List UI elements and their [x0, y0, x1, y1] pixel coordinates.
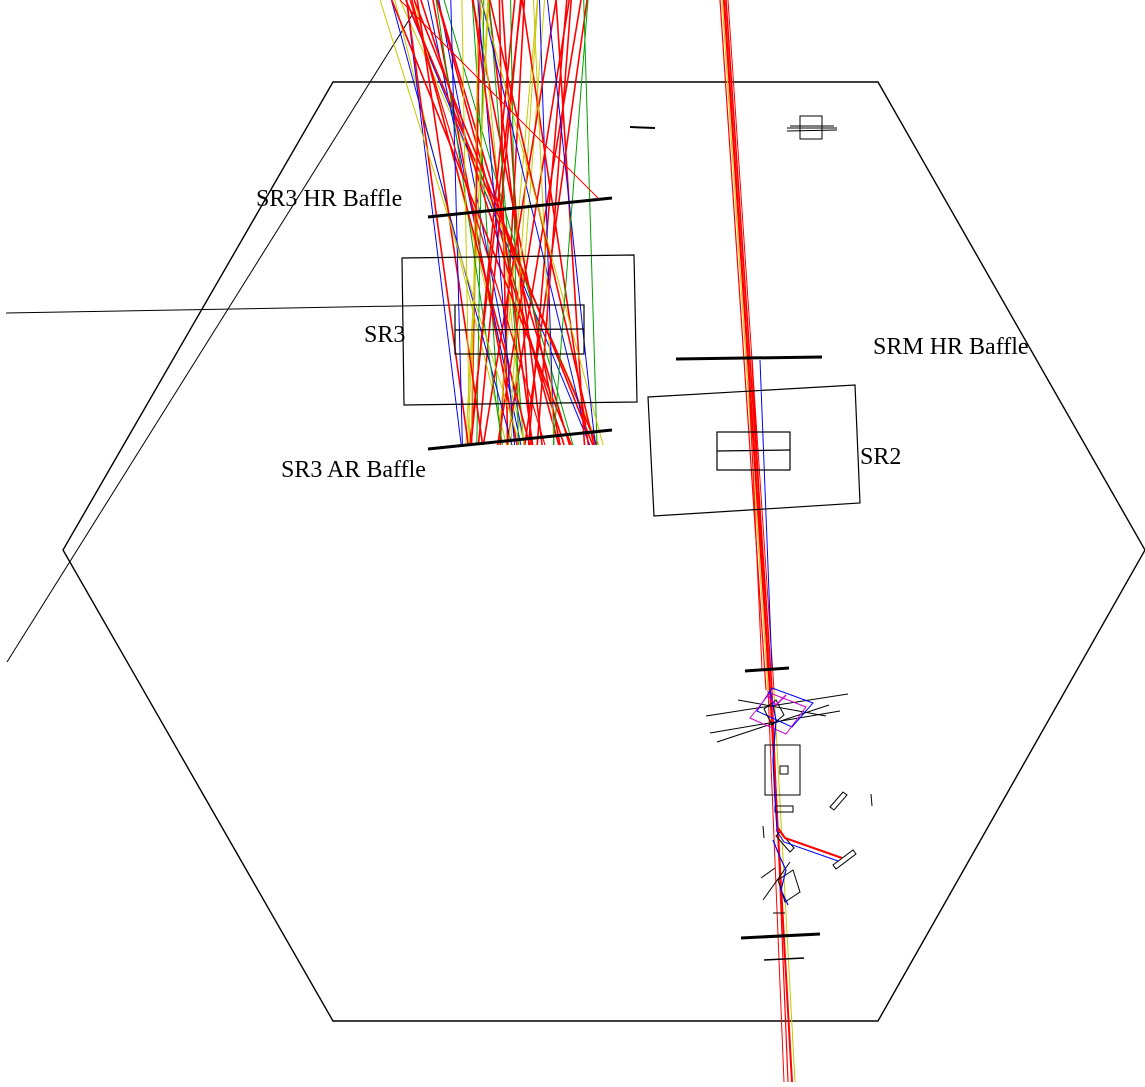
sr3-label: SR3 [364, 322, 405, 348]
sr3-ray [477, 0, 516, 446]
sr3-ray [409, 0, 546, 446]
sr3-ray [480, 0, 590, 446]
sr3-ray [399, 0, 601, 201]
sr3-optic-divider [454, 328, 585, 331]
lower-baffle-2 [740, 932, 821, 940]
sr3-ray [488, 0, 525, 446]
sr3-hr-baffle [427, 196, 613, 219]
horizontal-guide-line [5, 304, 456, 314]
sr3-ray [547, 0, 596, 446]
sr3-ray [539, 0, 555, 446]
sr3-ray [379, 0, 521, 446]
sr3-ray [390, 0, 513, 446]
srm-hr-baffle-label: SRM HR Baffle [873, 334, 1029, 360]
sr3-ray [552, 0, 589, 446]
sr3-ray [477, 0, 522, 446]
lower-baffle-1 [744, 666, 790, 673]
sr3-ray [435, 0, 503, 446]
sr3-ray [482, 0, 557, 446]
sr2-beam-ray [751, 359, 769, 671]
sr2-cage [647, 384, 861, 517]
sr3-ray-bundle [379, 0, 604, 446]
sr2-beam-ray [722, 0, 772, 691]
beam-splitter-assembly [705, 687, 849, 743]
sr3-ray [461, 0, 471, 446]
diagonal-guide-line [6, 11, 415, 663]
sr3-ray [583, 0, 598, 446]
sr2-beam-ray [725, 0, 773, 691]
sr2-beam-ray [767, 689, 785, 1083]
sr3-ray [532, 0, 555, 446]
sr3-hr-baffle-label: SR3 HR Baffle [256, 186, 402, 212]
sr3-ray [487, 0, 543, 446]
pickoff-beam [766, 689, 843, 906]
sr3-ray [497, 0, 538, 446]
sr3-ray [405, 0, 470, 446]
sr3-ray [450, 0, 463, 446]
sr3-ray [481, 0, 604, 446]
sr3-cage [401, 254, 638, 406]
sr2-beam-ray [759, 359, 773, 671]
vacuum-chamber-outline [62, 81, 1145, 1022]
sr3-ar-baffle-label: SR3 AR Baffle [281, 457, 426, 483]
sr3-ray [479, 0, 525, 446]
srm-hr-baffle [675, 355, 823, 361]
sr3-ray [536, 0, 572, 446]
sr2-beam-ray [747, 359, 763, 671]
sr2-optic-divider [716, 449, 791, 452]
sr3-ray [508, 0, 539, 446]
sr2-beam-ray [719, 0, 767, 691]
sr2-beam-ray [773, 689, 796, 1083]
sr2-beam-ray [727, 0, 775, 691]
sr3-ray [411, 0, 531, 446]
sr3-ray [390, 0, 573, 446]
sr3-ray [405, 0, 462, 446]
sr3-ar-baffle [427, 428, 613, 451]
sr3-ray [436, 0, 560, 446]
sr2-beam-ray [721, 0, 769, 691]
top-right-mount [786, 115, 838, 140]
sr3-ray [405, 0, 598, 446]
top-small-baffle [629, 126, 656, 129]
lower-baffle-3 [763, 957, 805, 961]
sr2-beam-line [719, 0, 796, 1083]
sr2-label: SR2 [860, 444, 901, 470]
